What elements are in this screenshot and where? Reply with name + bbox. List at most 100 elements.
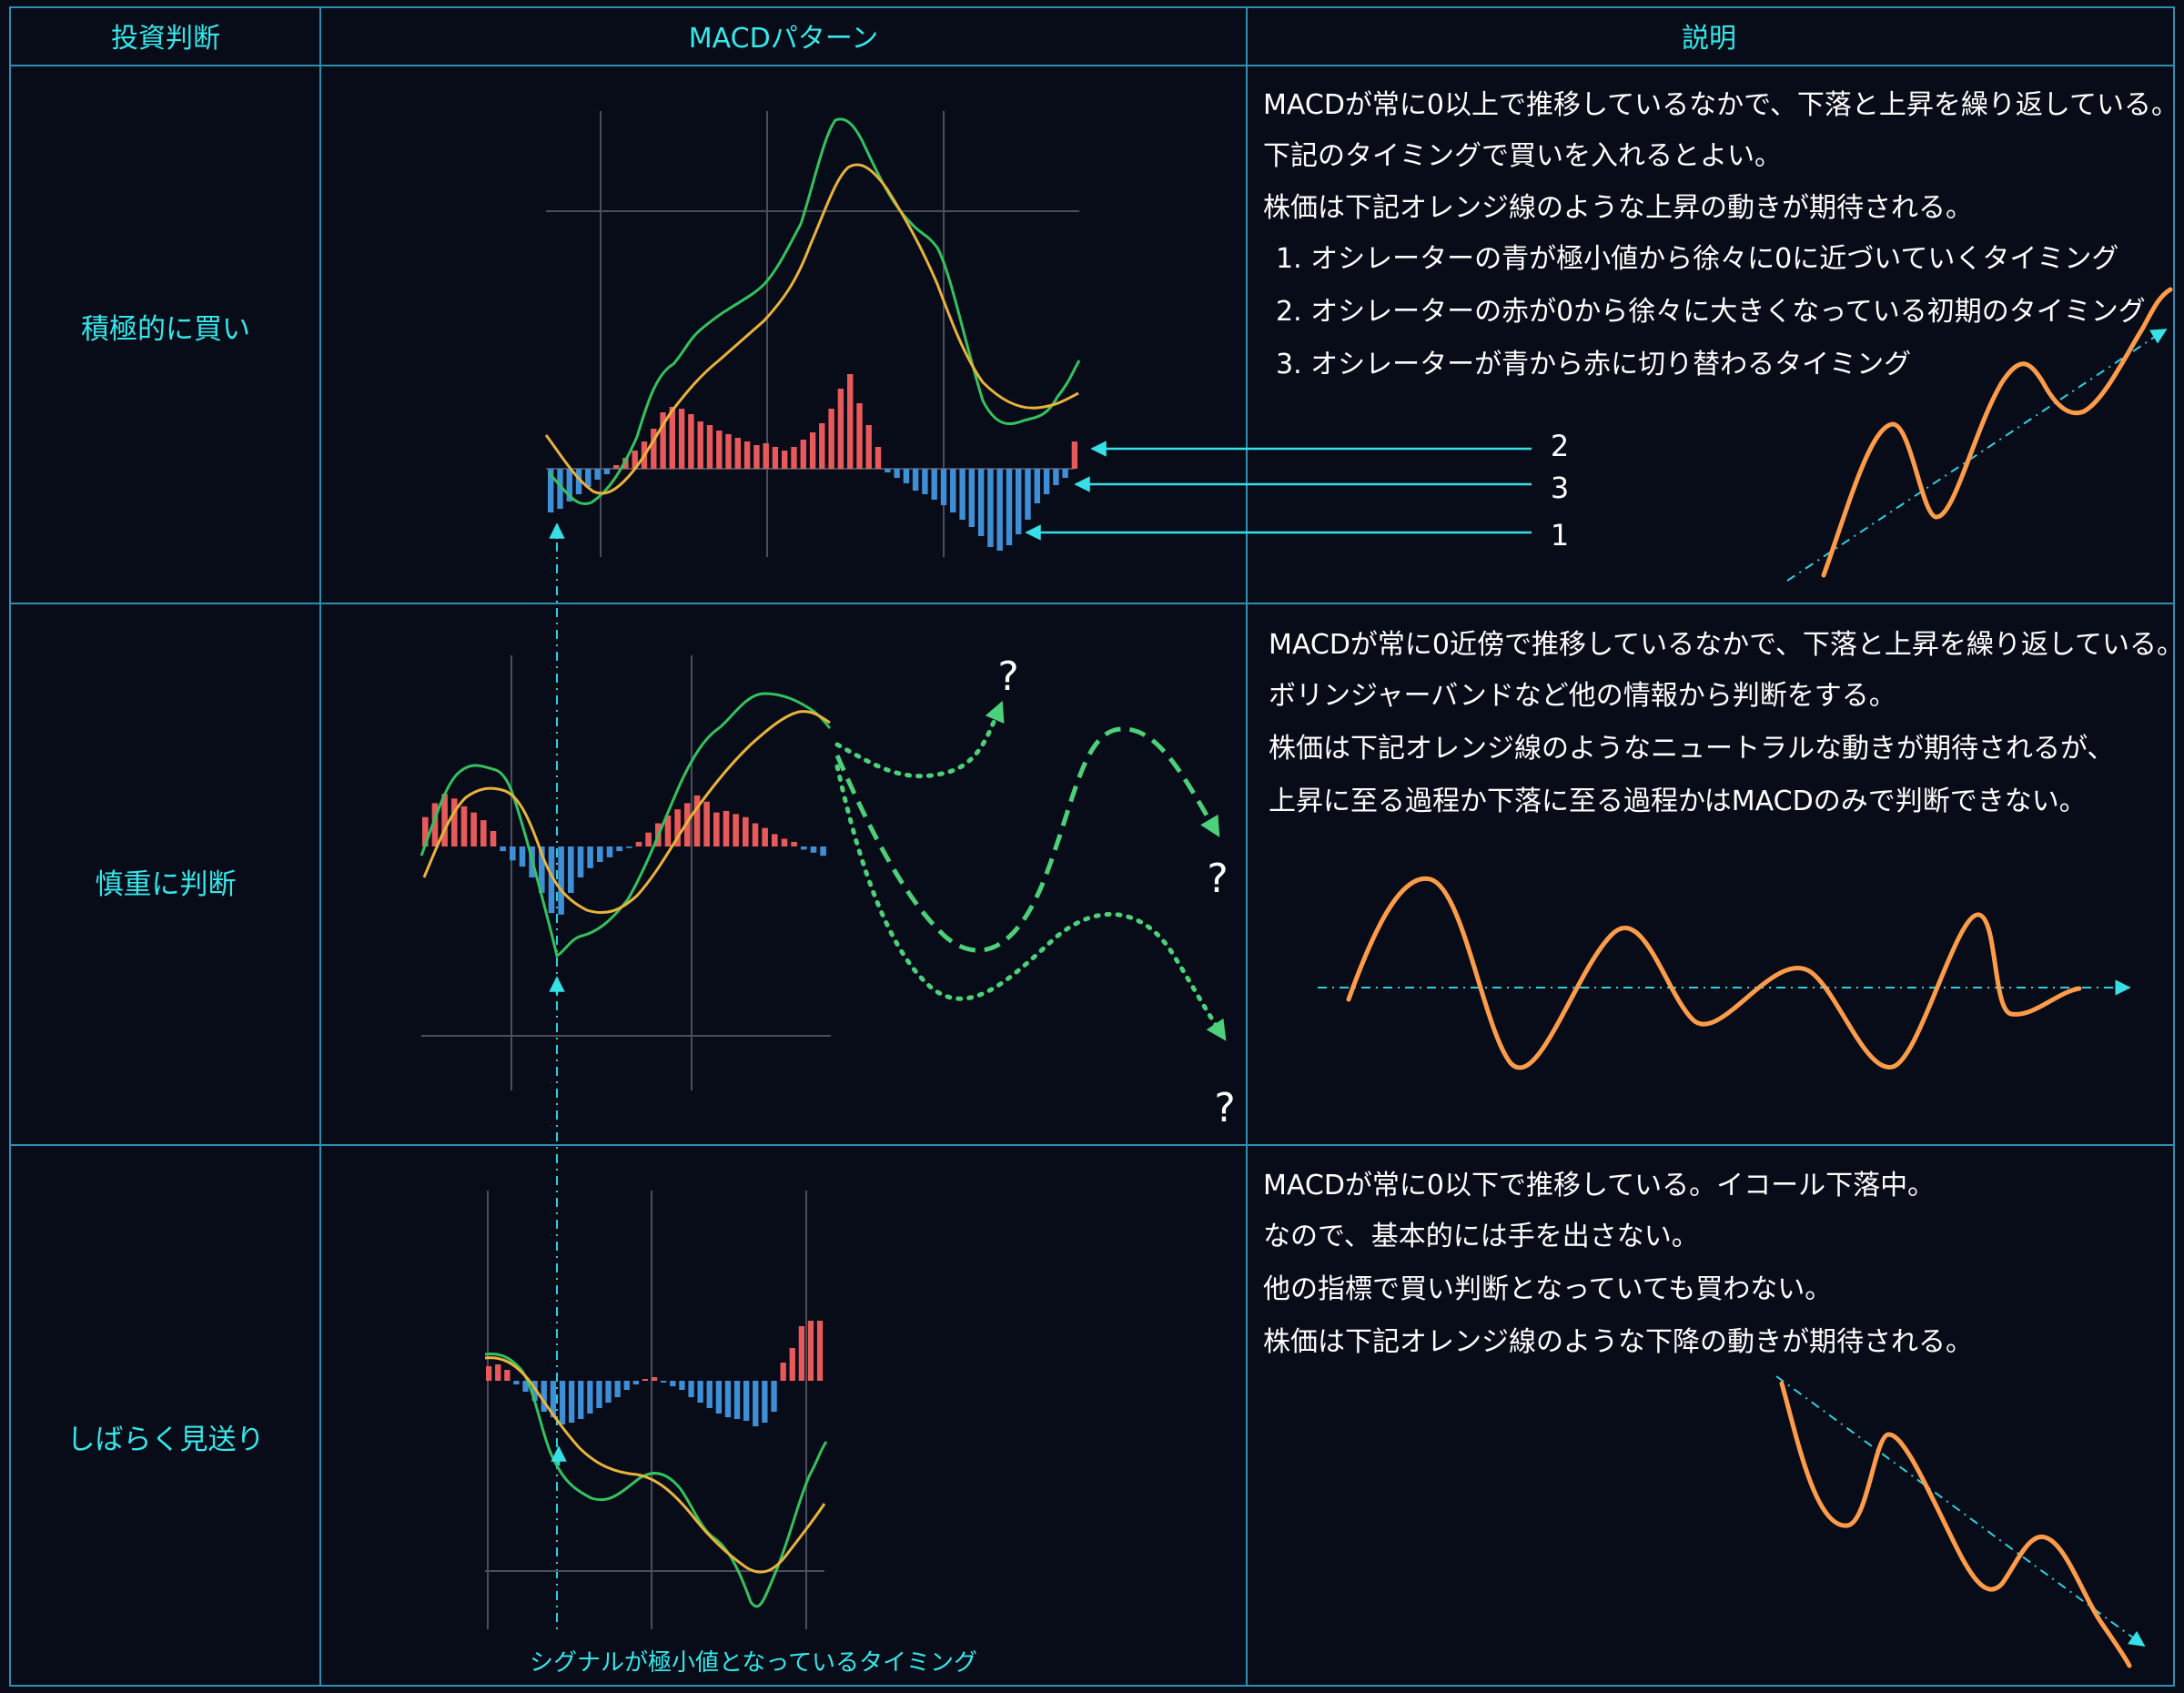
histogram-bar-negative [616,846,622,852]
histogram-bar-positive [642,1379,649,1381]
histogram-bar-positive [791,841,797,846]
histogram-bar-positive [651,429,657,469]
histogram-bar-negative [510,846,516,861]
histogram-bar-negative [578,1381,584,1419]
histogram-bar-negative [577,846,584,877]
histogram-bar-negative [977,469,985,536]
histogram-bar-negative [519,846,526,867]
histogram-bar-negative [566,469,572,502]
histogram-bar-positive [716,431,723,469]
histogram-bar-positive [490,831,497,846]
histogram-bar-positive [734,438,741,469]
histogram-bar-negative [1025,469,1031,520]
histogram-bar-positive [688,414,694,469]
histogram-bar-positive [781,838,788,846]
footnote-signal-min: シグナルが極小値となっているタイミング [530,1649,977,1677]
histogram-bar-positive [865,425,872,469]
macd-chart-wait: シグナルが極小値となっているタイミング [484,1191,977,1677]
histogram-bar-positive [798,1326,804,1381]
histogram-bar-positive [789,1348,795,1381]
histogram-bar-negative [959,469,966,520]
histogram-bar-negative [688,1381,694,1397]
decision-wait: しばらく見送り [67,1424,265,1456]
table-grid [9,6,2175,1687]
histogram-bar-positive [706,425,713,469]
histogram-bar-positive [1071,441,1078,469]
histogram-bar-positive [780,1363,786,1381]
histogram-bar-negative [950,469,956,512]
explanation-careful: MACDが常に0近傍で推移しているなかで、下落と上昇を繰り返している。 ボリンジ… [1269,629,2184,817]
explanation-line: 上昇に至る過程か下落に至る過程かはMACDのみで判断できない。 [1269,786,2087,817]
histogram-bar-negative [632,1381,639,1384]
histogram-bar-negative [596,1381,602,1408]
histogram-bar-negative [558,846,564,915]
histogram-bar-negative [1053,469,1059,485]
histogram-bar-positive [693,795,701,846]
explanation-line: 他の指標で買い判断となっていても買わない。 [1263,1273,1832,1305]
histogram-bar-negative [912,469,919,491]
histogram-bar-positive [678,409,685,469]
histogram-bar-positive [684,803,691,846]
histogram-bar-positive [645,832,652,846]
histogram-bar-positive [422,816,429,846]
histogram-bar-positive [635,841,642,846]
histogram-bar-positive [495,1364,501,1381]
histogram-bar-positive [837,389,844,469]
histogram-bar-negative [679,1381,685,1390]
histogram-bar-negative [771,1381,777,1412]
histogram-bar-negative [715,1381,722,1414]
macd-line-wait [484,1353,828,1608]
histogram-bar-negative [587,1381,593,1414]
histogram-bar-positive [828,409,834,469]
histogram-wait [486,1321,824,1426]
decision-buy: 積極的に買い [81,313,250,346]
histogram-bar-negative [801,846,807,850]
histogram-bar-positive [819,423,825,469]
histogram-bar-positive [733,814,739,846]
explanation-line: 株価は下記オレンジ線のようなニュートラルな動きが期待されるが、 [1269,733,2114,765]
macd-line-buy [547,117,1081,506]
histogram-bar-positive [713,812,720,846]
histogram-bar-negative [1034,469,1040,503]
histogram-bar-negative [661,1381,667,1383]
explanation-line: MACDが常に0近傍で推移しているなかで、下落と上昇を繰り返している。 [1269,629,2184,661]
marker-1: 1 [1551,518,1569,553]
histogram-bar-negative [1006,469,1013,545]
histogram-bar-positive [753,445,760,469]
explanation-line: MACDが常に0以上で推移しているなかで、下落と上昇を繰り返している。 [1263,89,2179,121]
header-decision: 投資判断 [111,23,220,55]
price-trend-down [1775,1375,2146,1668]
histogram-bar-negative [550,1381,557,1417]
histogram-bar-positive [441,794,448,846]
histogram-bar-negative [594,469,601,480]
histogram-bar-positive [697,421,703,469]
histogram-bar-negative [603,469,611,474]
histogram-bar-positive [480,820,487,846]
histogram-bar-negative [626,846,632,848]
explanation-line: 下記のタイミングで買いを入れるとよい。 [1263,140,1782,172]
histogram-bar-positive [431,803,439,846]
histogram-bar-negative [1016,469,1022,534]
question-mark-bottom: ? [1214,1085,1235,1131]
histogram-bar-negative [513,1381,520,1384]
histogram-bar-positive [703,801,710,846]
histogram-bar-positive [504,1370,511,1381]
histogram-bar-negative [697,1381,703,1403]
histogram-bar-positive [664,816,672,846]
histogram-bar-positive [632,451,638,469]
histogram-bar-negative [940,469,947,505]
histogram-bar-negative [531,1381,538,1401]
histogram-bar-positive [460,806,468,846]
histogram-bar-negative [575,469,582,494]
explanation-line: 株価は下記オレンジ線のような下降の動きが期待される。 [1263,1326,1973,1358]
histogram-bar-positive [674,809,681,846]
question-mark-top: ? [997,654,1018,700]
histogram-careful [422,794,826,915]
histogram-bar-negative [569,1381,575,1423]
explanation-line: 株価は下記オレンジ線のような上昇の動きが期待される。 [1263,192,1973,224]
list-item: 3. オシレーターが青から赤に切り替わるタイミング [1276,349,1911,380]
histogram-bar-negative [1043,469,1050,494]
histogram-bar-negative [810,846,817,853]
header-macd-pattern: MACDパターン [689,23,878,55]
